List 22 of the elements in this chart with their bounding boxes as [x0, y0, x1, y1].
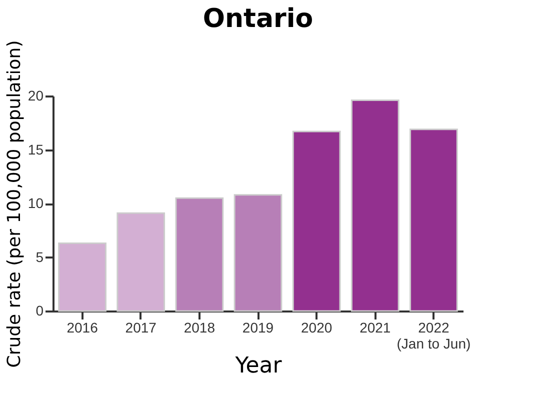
x-axis-title: Year — [234, 354, 283, 378]
bar — [116, 212, 166, 312]
x-tick-label: 2021 — [360, 320, 391, 336]
x-tick-label: 2020 — [300, 320, 332, 336]
y-tick-label: 20 — [28, 88, 44, 104]
x-tick-label: 2018 — [184, 320, 216, 336]
bar — [350, 100, 400, 312]
bar — [234, 194, 282, 312]
bar — [292, 130, 341, 312]
bar — [175, 197, 224, 312]
y-tick-label: 5 — [36, 248, 44, 265]
y-tick-label: 15 — [28, 141, 44, 158]
bar — [410, 128, 458, 312]
y-axis-title: Crude rate (per 100,000 population) — [4, 40, 25, 368]
bar — [58, 242, 106, 312]
y-tick-label: 0 — [36, 302, 44, 318]
x-tick-label: 2022 (Jan to Jun) — [396, 320, 471, 352]
x-tick-label: 2017 — [125, 320, 157, 336]
y-tick-label: 10 — [28, 195, 44, 211]
x-tick-label: 2019 — [242, 320, 274, 336]
x-tick-label: 2016 — [66, 320, 98, 336]
chart-title: Ontario — [202, 4, 314, 34]
